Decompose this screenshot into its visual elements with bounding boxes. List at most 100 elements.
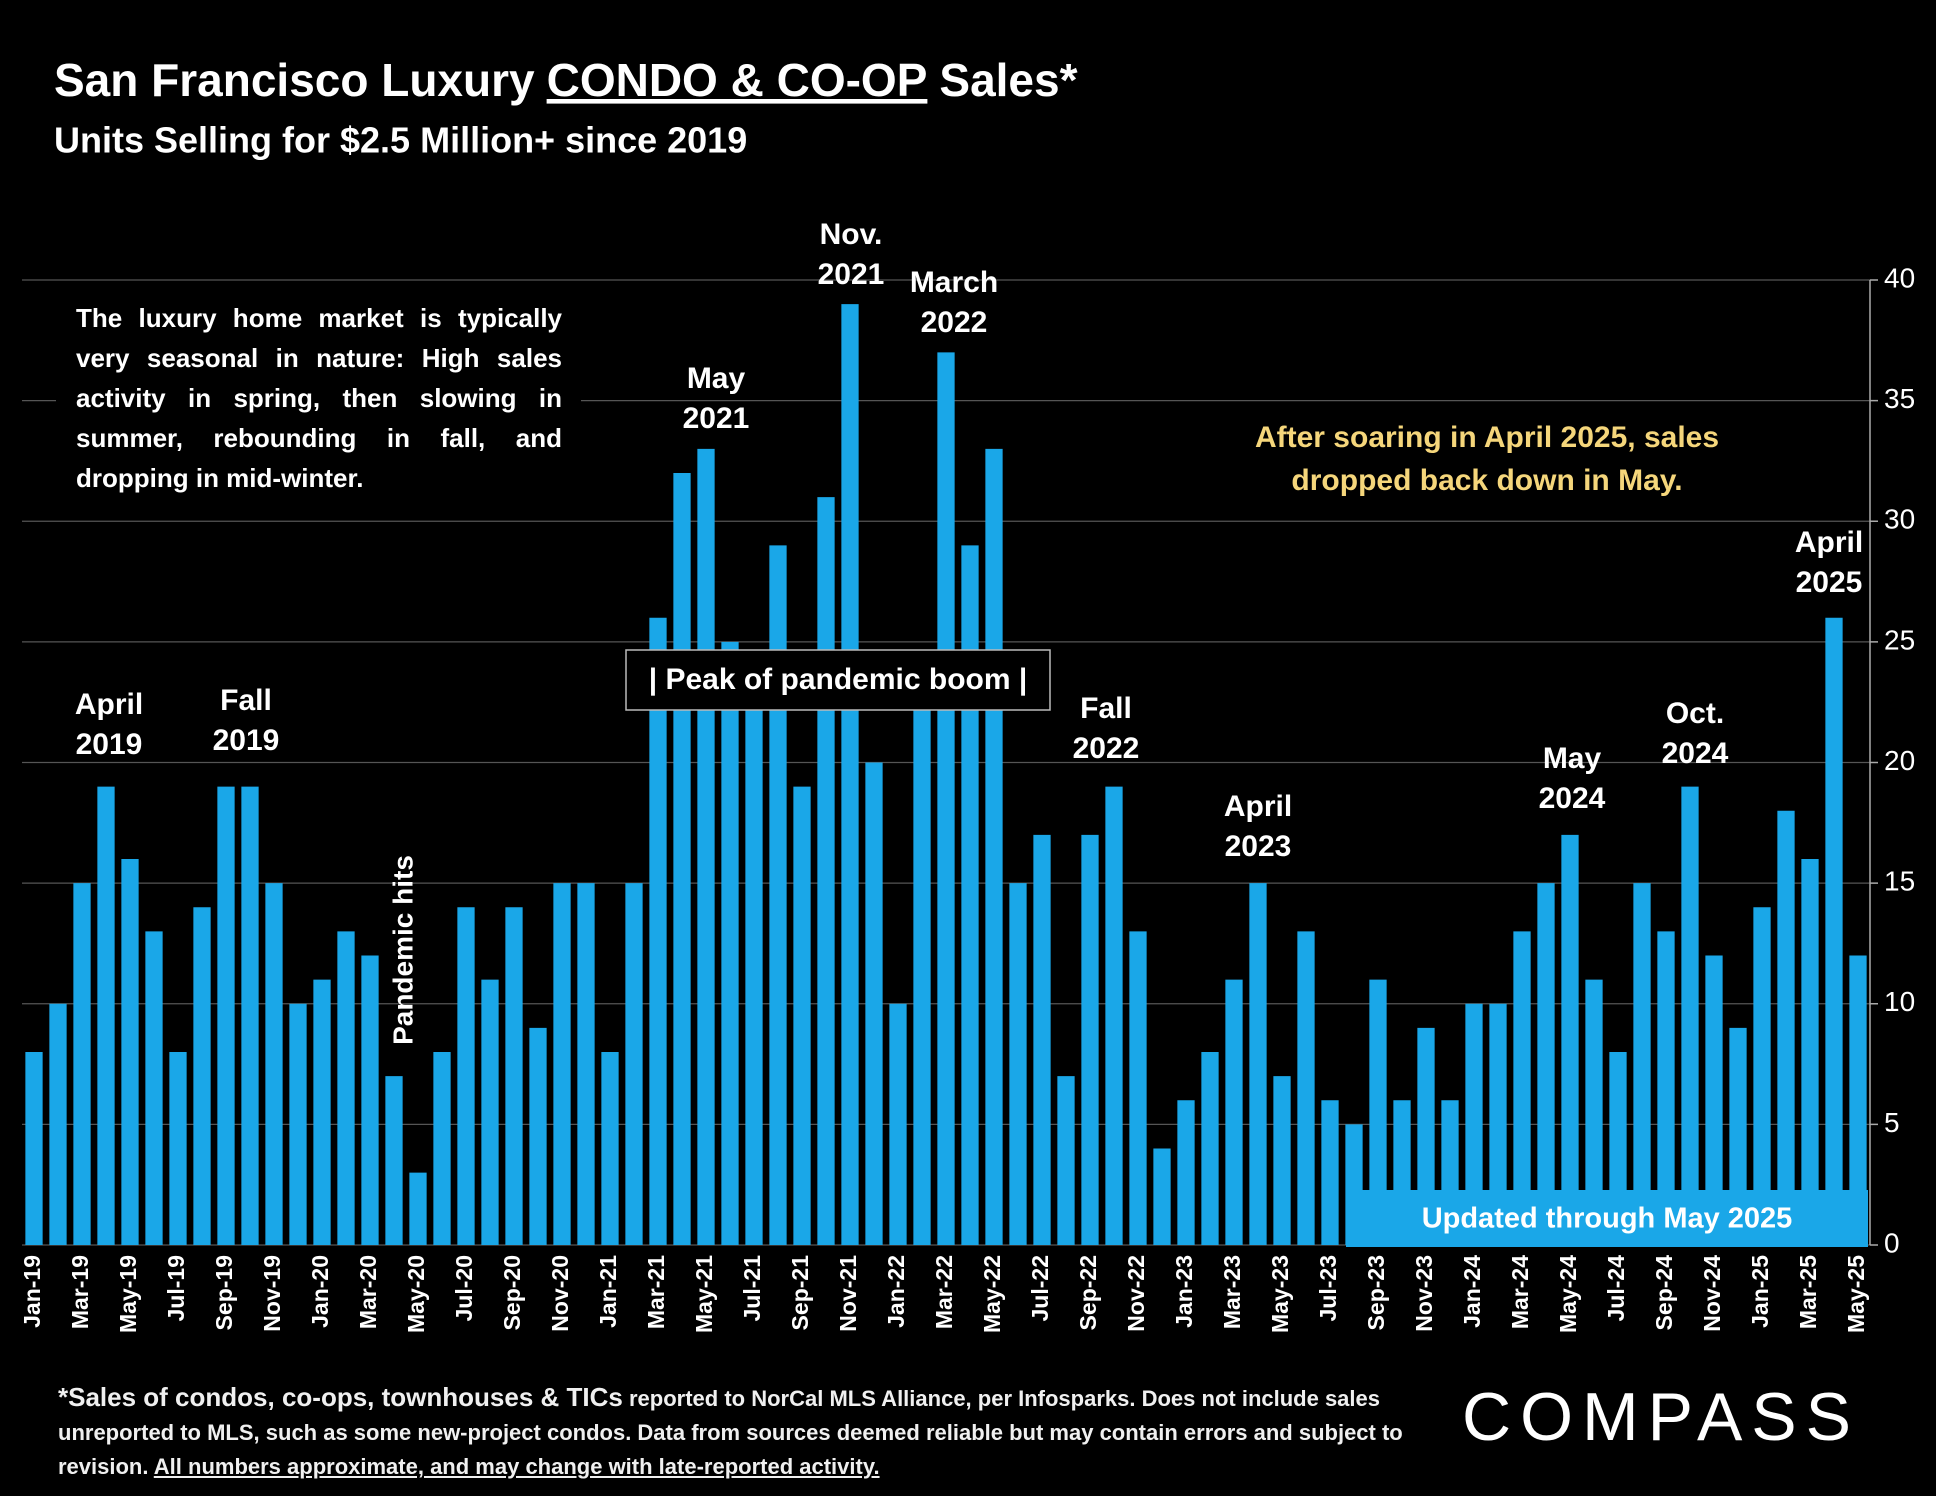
x-tick-label: Nov-20 xyxy=(547,1255,573,1332)
title-part: Sales* xyxy=(939,54,1077,106)
bar xyxy=(817,497,835,1245)
bar xyxy=(1513,931,1531,1245)
bar xyxy=(1753,907,1771,1245)
x-tick-label: Jul-20 xyxy=(451,1255,477,1321)
x-tick-label: May-19 xyxy=(115,1255,141,1333)
x-tick-label: Mar-25 xyxy=(1795,1255,1821,1329)
annotation: 2025 xyxy=(1796,566,1863,599)
highlight-note: After soaring in April 2025, sales xyxy=(1255,421,1719,454)
bar xyxy=(1537,883,1555,1245)
x-tick-label: May-20 xyxy=(403,1255,429,1333)
x-tick-label: Jan-23 xyxy=(1171,1255,1197,1328)
x-tick-label: Mar-19 xyxy=(67,1255,93,1329)
bar xyxy=(385,1076,403,1245)
bar xyxy=(1177,1100,1195,1245)
x-tick-label: May-23 xyxy=(1267,1255,1293,1333)
bar xyxy=(841,304,859,1245)
y-tick-label: 5 xyxy=(1884,1107,1900,1138)
chart-title: San Francisco Luxury CONDO & CO-OP Sales* xyxy=(54,54,1078,106)
annotation: May xyxy=(1543,742,1602,775)
y-tick-label: 0 xyxy=(1884,1227,1900,1258)
x-tick-label: Sep-21 xyxy=(787,1255,813,1331)
peak-note: | Peak of pandemic boom | xyxy=(649,663,1028,696)
x-tick-label: Sep-20 xyxy=(499,1255,525,1330)
y-tick-label: 20 xyxy=(1884,745,1915,776)
annotation: April xyxy=(75,688,143,721)
bar xyxy=(97,786,115,1245)
bar xyxy=(721,641,739,1245)
chart-subtitle: Units Selling for $2.5 Million+ since 20… xyxy=(54,120,747,161)
x-tick-label: Nov-23 xyxy=(1411,1255,1437,1332)
highlight-note: dropped back down in May. xyxy=(1291,464,1682,497)
x-tick-label: Mar-20 xyxy=(355,1255,381,1329)
bar xyxy=(1633,883,1651,1245)
pandemic-note: Pandemic hits xyxy=(387,855,418,1045)
bar xyxy=(1225,979,1243,1245)
annotation: 2023 xyxy=(1225,830,1292,863)
title-part: San Francisco Luxury xyxy=(54,54,535,106)
bar xyxy=(961,545,979,1245)
bar xyxy=(1081,834,1099,1245)
bar xyxy=(1201,1052,1219,1245)
y-tick-label: 15 xyxy=(1884,866,1915,897)
annotation: 2019 xyxy=(213,724,280,757)
x-tick-label: Jan-24 xyxy=(1459,1255,1485,1328)
x-tick-label: Jan-20 xyxy=(307,1255,333,1328)
bar xyxy=(337,931,355,1245)
updated-note: Updated through May 2025 xyxy=(1422,1203,1793,1235)
y-tick-label: 25 xyxy=(1884,624,1915,655)
x-tick-label: Jul-22 xyxy=(1027,1255,1053,1321)
bar xyxy=(193,907,211,1245)
bar xyxy=(553,883,571,1245)
annotation: April xyxy=(1224,790,1292,823)
x-tick-label: Nov-22 xyxy=(1123,1255,1149,1332)
bar xyxy=(313,979,331,1245)
x-tick-label: Sep-19 xyxy=(211,1255,237,1330)
bar xyxy=(1033,834,1051,1245)
y-tick-label: 10 xyxy=(1884,986,1915,1017)
annotation: March xyxy=(910,266,998,299)
x-tick-label: Nov-24 xyxy=(1699,1255,1725,1332)
bar xyxy=(1825,617,1843,1245)
x-tick-label: May-24 xyxy=(1555,1255,1581,1333)
x-tick-label: Jul-19 xyxy=(163,1255,189,1321)
bar xyxy=(1321,1100,1339,1245)
bar xyxy=(1777,810,1795,1245)
bar xyxy=(1849,955,1867,1245)
y-tick-label: 35 xyxy=(1884,383,1915,414)
bar xyxy=(409,1172,427,1245)
footnote-underlined: All numbers approximate, and may change … xyxy=(153,1454,880,1479)
bar xyxy=(289,1003,307,1245)
note-background xyxy=(56,290,581,500)
x-tick-label: Jan-25 xyxy=(1747,1255,1773,1328)
bar xyxy=(433,1052,451,1245)
title-part: CONDO & CO-OP xyxy=(547,54,928,106)
x-tick-label: May-22 xyxy=(979,1255,1005,1333)
bar xyxy=(673,473,691,1245)
bar xyxy=(745,690,763,1245)
bar xyxy=(241,786,259,1245)
x-tick-label: Jan-21 xyxy=(595,1255,621,1328)
x-tick-label: Nov-21 xyxy=(835,1255,861,1332)
bar xyxy=(889,1003,907,1245)
bar xyxy=(457,907,475,1245)
bar xyxy=(865,762,883,1245)
x-tick-label: Jan-19 xyxy=(19,1255,45,1328)
bar xyxy=(265,883,283,1245)
bar xyxy=(529,1027,547,1245)
footnote: *Sales of condos, co-ops, townhouses & T… xyxy=(58,1380,1448,1484)
footnote-lead: *Sales of condos, co-ops, townhouses & T… xyxy=(58,1382,623,1412)
annotation: 2021 xyxy=(818,258,885,291)
bar xyxy=(1369,979,1387,1245)
x-tick-label: Nov-19 xyxy=(259,1255,285,1332)
peak-box xyxy=(625,649,1051,711)
x-tick-label: May-21 xyxy=(691,1255,717,1333)
x-tick-label: Mar-22 xyxy=(931,1255,957,1329)
annotation: 2024 xyxy=(1662,737,1729,770)
footnote-body: reported to NorCal MLS Alliance, per Inf… xyxy=(58,1386,1403,1479)
x-tick-label: May-25 xyxy=(1843,1255,1869,1333)
x-tick-label: Jul-24 xyxy=(1603,1255,1629,1322)
bar xyxy=(1153,1148,1171,1245)
annotation: 2022 xyxy=(921,306,988,339)
